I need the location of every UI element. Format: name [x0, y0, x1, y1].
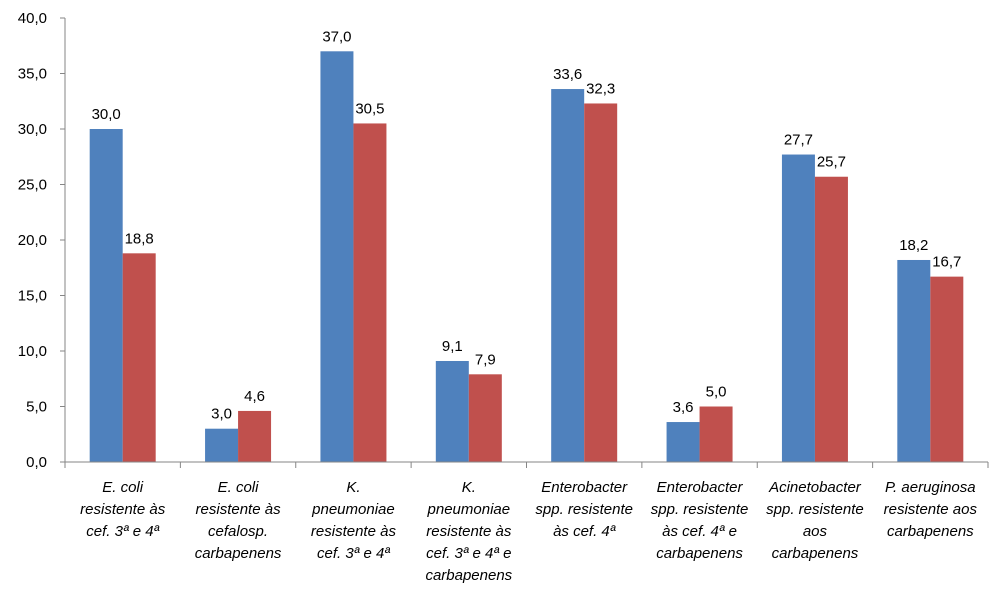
y-tick-label: 40,0 — [18, 10, 47, 27]
data-label: 32,3 — [586, 80, 615, 97]
data-label: 30,5 — [355, 100, 384, 117]
data-label: 3,0 — [211, 406, 232, 423]
bar-series-2 — [353, 123, 386, 462]
bar-series-1 — [90, 129, 123, 462]
bar-series-1 — [436, 361, 469, 462]
bar-series-2 — [469, 374, 502, 462]
data-label: 25,7 — [817, 154, 846, 171]
y-tick-label: 15,0 — [18, 288, 47, 305]
x-category-label: Acinetobacter spp. resistente aos carbapene… — [766, 479, 864, 562]
y-tick-label: 5,0 — [26, 399, 47, 416]
bar-series-1 — [782, 155, 815, 462]
bar-series-1 — [897, 260, 930, 462]
bar-series-2 — [700, 407, 733, 463]
y-tick-label: 35,0 — [18, 66, 47, 83]
bar-series-1 — [667, 422, 700, 462]
x-category-label: E. coli resistente às cef. 3ª e 4ª — [80, 479, 166, 540]
y-tick-label: 20,0 — [18, 232, 47, 249]
x-category-label: E. coli resistente às cefalosp. carbapenens — [195, 479, 282, 562]
data-label: 27,7 — [784, 132, 813, 149]
y-tick-label: 0,0 — [26, 454, 47, 471]
bar-series-2 — [815, 177, 848, 462]
bar-series-2 — [123, 253, 156, 462]
x-category-label: K. pneumoniae resistente às cef. 3ª e 4ª — [311, 479, 397, 562]
bar-series-1 — [551, 89, 584, 462]
data-label: 18,2 — [899, 237, 928, 254]
data-label: 30,0 — [92, 106, 121, 123]
bar-series-2 — [930, 277, 963, 462]
data-label: 7,9 — [475, 351, 496, 368]
data-label: 18,8 — [125, 230, 154, 247]
data-label: 4,6 — [244, 388, 265, 405]
x-category-label: Enterobacter spp. resistente às cef. 4ª — [535, 479, 633, 540]
bars-group — [90, 51, 964, 462]
data-label: 37,0 — [322, 28, 351, 45]
x-category-label: P. aeruginosa resistente aos carbapenens — [884, 479, 978, 540]
data-label: 9,1 — [442, 338, 463, 355]
y-tick-label: 30,0 — [18, 121, 47, 138]
bar-series-1 — [320, 51, 353, 462]
bar-series-1 — [205, 429, 238, 462]
data-label: 16,7 — [932, 254, 961, 271]
x-axis: E. coli resistente às cef. 3ª e 4ª E. coli r… — [65, 462, 988, 584]
y-axis: 0,0 5,0 10,0 15,0 20,0 25,0 30,0 35,0 40,0 — [18, 10, 65, 471]
bar-series-2 — [238, 411, 271, 462]
y-tick-label: 25,0 — [18, 177, 47, 194]
data-label: 5,0 — [706, 384, 727, 401]
data-label: 33,6 — [553, 66, 582, 83]
data-label: 3,6 — [673, 399, 694, 416]
bar-series-2 — [584, 103, 617, 462]
y-tick-label: 10,0 — [18, 343, 47, 360]
